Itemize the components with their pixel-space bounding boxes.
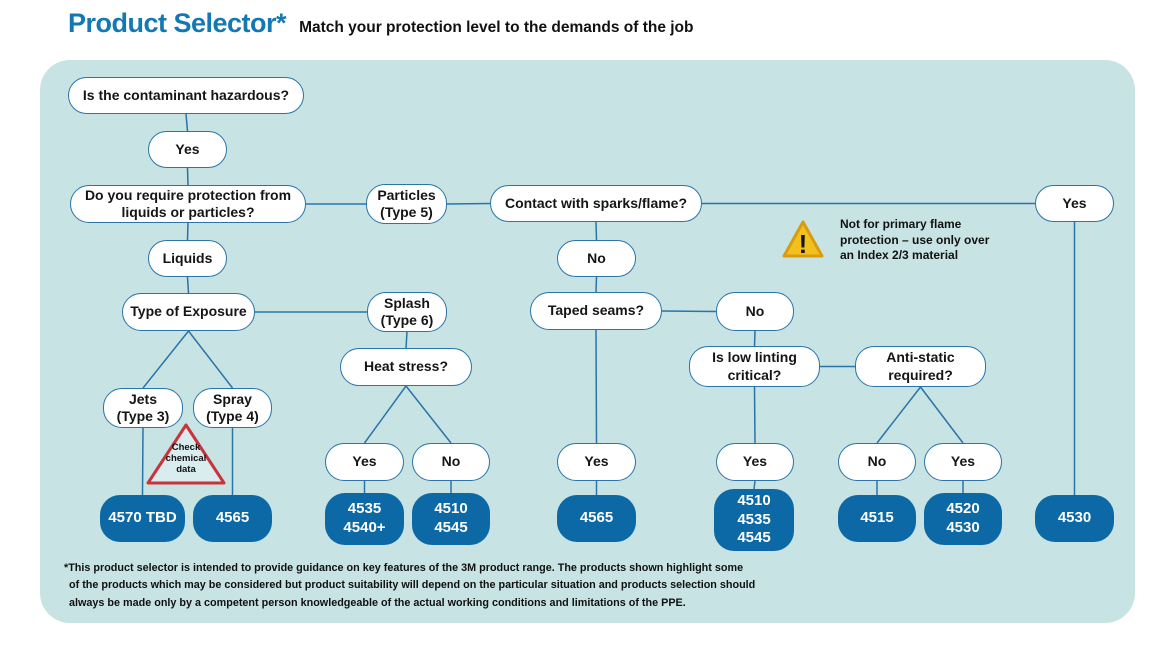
node-a-no-heat: No	[412, 443, 490, 481]
node-a-no-sparks: No	[557, 240, 636, 277]
node-q-sparks: Contact with sparks/flame?	[490, 185, 702, 222]
product-p-4510a: 4510 4545	[412, 493, 490, 545]
node-n-particles: Particles (Type 5)	[366, 184, 447, 224]
node-q-linting: Is low linting critical?	[689, 346, 820, 387]
product-p-4510b: 4510 4535 4545	[714, 489, 794, 551]
node-n-liquids: Liquids	[148, 240, 227, 277]
footnote-line: of the products which may be considered …	[69, 579, 756, 592]
node-q-antistatic: Anti-static required?	[855, 346, 986, 387]
node-a-yes-anti: Yes	[924, 443, 1002, 481]
header: Product Selector* Match your protection …	[68, 8, 694, 39]
node-a-no-anti: No	[838, 443, 916, 481]
node-a-no-taped: No	[716, 292, 794, 331]
node-n-spray: Spray (Type 4)	[193, 388, 272, 428]
warning-note-text: Not for primary flame protection – use o…	[840, 217, 990, 263]
node-a-yes-heat: Yes	[325, 443, 404, 481]
node-a-yes-right: Yes	[1035, 185, 1114, 222]
node-a-yes-linting: Yes	[716, 443, 794, 481]
node-n-jets: Jets (Type 3)	[103, 388, 183, 428]
product-p-4520: 4520 4530	[924, 493, 1002, 545]
footnote-line: always be made only by a competent perso…	[69, 596, 686, 609]
product-p-4535: 4535 4540+	[325, 493, 404, 545]
page-subtitle: Match your protection level to the deman…	[299, 19, 694, 36]
product-p-4565b: 4565	[557, 495, 636, 542]
node-q-exposure: Type of Exposure	[122, 293, 255, 331]
page-title: Product Selector*	[68, 8, 287, 38]
footnote: *This product selector is intended to pr…	[64, 560, 756, 612]
footnote-line: *This product selector is intended to pr…	[64, 562, 744, 574]
node-q-require: Do you require protection from liquids o…	[70, 185, 306, 223]
node-q-hazardous: Is the contaminant hazardous?	[68, 77, 304, 114]
product-p-4565a: 4565	[193, 495, 272, 542]
product-p-4515: 4515	[838, 495, 916, 542]
node-a-yes-taped: Yes	[557, 443, 636, 481]
node-a-yes1: Yes	[148, 131, 227, 168]
product-p-4570: 4570 TBD	[100, 495, 185, 542]
check-chemical-note-text: Check chemical data	[165, 442, 207, 476]
node-q-taped: Taped seams?	[530, 292, 662, 330]
node-n-splash: Splash (Type 6)	[367, 292, 447, 332]
node-q-heat: Heat stress?	[340, 348, 472, 386]
product-p-4530: 4530	[1035, 495, 1114, 542]
